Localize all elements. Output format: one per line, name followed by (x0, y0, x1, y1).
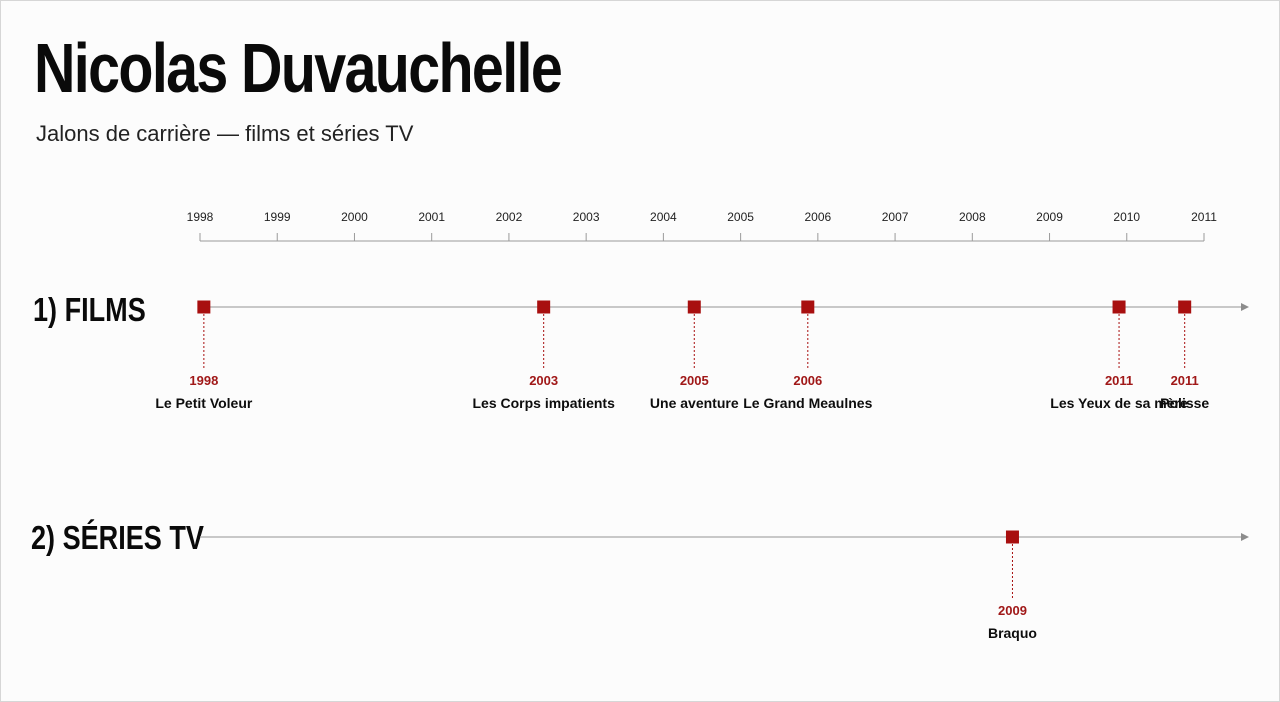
axis-tick-label: 2007 (882, 210, 909, 224)
event-marker (1112, 300, 1126, 314)
event-marker (801, 300, 815, 314)
axis-tick-label: 2008 (959, 210, 986, 224)
event-marker (1178, 300, 1192, 314)
event-year: 2011 (1105, 373, 1133, 388)
event-title: Le Petit Voleur (155, 395, 253, 411)
axis-tick-label: 2011 (1191, 210, 1217, 224)
event-marker (537, 300, 551, 314)
event-title: Les Yeux de sa mère (1050, 395, 1188, 411)
axis-tick-label: 2006 (804, 210, 831, 224)
page-subtitle: Jalons de carrière — films et séries TV (36, 121, 414, 146)
event-marker (197, 300, 211, 314)
axis-tick-label: 2005 (727, 210, 754, 224)
event-year: 1998 (189, 373, 218, 388)
event-title: Polisse (1160, 395, 1209, 411)
event-year: 2006 (793, 373, 822, 388)
event-year: 2011 (1171, 373, 1199, 388)
axis-tick-label: 2010 (1113, 210, 1140, 224)
axis-tick-label: 1999 (264, 210, 291, 224)
axis-tick-label: 1998 (187, 210, 214, 224)
lane-label-series-tv: 2) SÉRIES TV (31, 519, 204, 556)
event-title: Une aventure (650, 395, 739, 411)
event-year: 2005 (680, 373, 709, 388)
page-title: Nicolas Duvauchelle (34, 29, 563, 107)
lane-arrow-films (1241, 303, 1249, 311)
axis-tick-label: 2004 (650, 210, 677, 224)
event-title: Braquo (988, 625, 1037, 641)
event-title: Les Corps impatients (472, 395, 615, 411)
lane-label-films: 1) FILMS (33, 291, 146, 328)
axis-tick-label: 2001 (418, 210, 445, 224)
event-year: 2009 (998, 603, 1027, 618)
event-marker (687, 300, 701, 314)
event-title: Le Grand Meaulnes (743, 395, 872, 411)
axis-tick-label: 2009 (1036, 210, 1063, 224)
axis-tick-label: 2000 (341, 210, 368, 224)
event-marker (1005, 530, 1019, 544)
axis-tick-label: 2003 (573, 210, 600, 224)
event-year: 2003 (529, 373, 558, 388)
lane-arrow-tv (1241, 533, 1249, 541)
axis-tick-label: 2002 (496, 210, 523, 224)
